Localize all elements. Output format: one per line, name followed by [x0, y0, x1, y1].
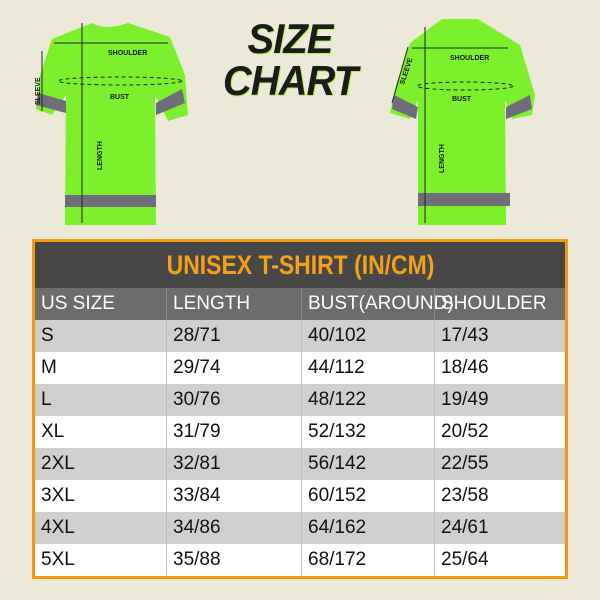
table-row: XL 31/79 52/132 20/52	[35, 416, 565, 448]
size-cell: S	[35, 320, 167, 352]
table-row: M 29/74 44/112 18/46	[35, 352, 565, 384]
length-cell: 29/74	[167, 352, 302, 384]
back-shirt-body	[390, 19, 535, 225]
bust-cell: 64/162	[302, 512, 435, 544]
shoulder-cell: 24/61	[441, 517, 489, 538]
shoulder-cell: 23/58	[441, 485, 489, 506]
header-shoulder: SHOULDER	[441, 293, 547, 314]
bust-cell: 68/172	[302, 544, 435, 576]
front-shoulder-label: SHOULDER	[108, 50, 147, 57]
front-bust-label: BUST	[110, 94, 130, 101]
size-cell: 2XL	[35, 448, 167, 480]
length-cell: 31/79	[167, 416, 302, 448]
length-cell: 30/76	[167, 384, 302, 416]
shoulder-cell: 20/52	[441, 421, 489, 442]
table-title: UNISEX T-SHIRT (IN/CM)	[166, 249, 434, 280]
bust-cell: 44/112	[302, 352, 435, 384]
front-sleeve-band-right	[156, 89, 185, 115]
back-shirt-diagram: SHOULDER BUST SLEEVE LENGTH	[390, 19, 535, 225]
back-length-label: LENGTH	[439, 144, 446, 173]
front-shirt-diagram: SHOULDER BUST SLEEVE LENGTH	[35, 23, 188, 225]
length-cell: 35/88	[167, 544, 302, 576]
title-line-1: SIZE	[247, 15, 334, 62]
bust-cell: 52/132	[302, 416, 435, 448]
back-bust-label: BUST	[452, 96, 472, 103]
table-row: L 30/76 48/122 19/49	[35, 384, 565, 416]
table-row: S 28/71 40/102 17/43	[35, 320, 565, 352]
table-row: 5XL 35/88 68/172 25/64	[35, 544, 565, 576]
header-bust: BUST(AROUND)	[302, 288, 454, 320]
length-cell: 34/86	[167, 512, 302, 544]
shoulder-cell: 19/49	[441, 389, 489, 410]
shoulder-cell: 22/55	[441, 453, 489, 474]
length-cell: 28/71	[167, 320, 302, 352]
size-cell: L	[35, 384, 167, 416]
title-line-2: CHART	[222, 57, 358, 104]
table-row: 4XL 34/86 64/162 24/61	[35, 512, 565, 544]
length-cell: 33/84	[167, 480, 302, 512]
front-shirt-body	[36, 23, 188, 225]
bust-cell: 48/122	[302, 384, 435, 416]
size-cell: 5XL	[35, 544, 167, 576]
size-cell: 3XL	[35, 480, 167, 512]
bust-cell: 60/152	[302, 480, 435, 512]
table-header-row: US SIZE LENGTH BUST(AROUND) SHOULDER	[35, 288, 565, 320]
front-sleeve-band-left	[36, 93, 66, 113]
front-sleeve-label: SLEEVE	[35, 77, 42, 105]
length-cell: 32/81	[167, 448, 302, 480]
size-cell: M	[35, 352, 167, 384]
table-row: 3XL 33/84 60/152 23/58	[35, 480, 565, 512]
bust-cell: 40/102	[302, 320, 435, 352]
back-sleeve-band-right	[506, 95, 532, 119]
size-table: UNISEX T-SHIRT (IN/CM) US SIZE LENGTH BU…	[32, 239, 568, 579]
header-us-size: US SIZE	[35, 288, 167, 320]
back-shoulder-label: SHOULDER	[450, 55, 489, 62]
size-cell: XL	[35, 416, 167, 448]
back-hem-band	[418, 193, 510, 206]
front-length-label: LENGTH	[97, 141, 104, 170]
shoulder-cell: 17/43	[441, 325, 489, 346]
back-sleeve-band-left	[392, 95, 418, 119]
size-cell: 4XL	[35, 512, 167, 544]
size-chart-title: SIZE CHART	[205, 18, 376, 102]
front-hem-band	[65, 195, 156, 207]
bust-cell: 56/142	[302, 448, 435, 480]
table-row: 2XL 32/81 56/142 22/55	[35, 448, 565, 480]
header-length: LENGTH	[167, 288, 302, 320]
table-title-bar: UNISEX T-SHIRT (IN/CM)	[35, 242, 565, 288]
shoulder-cell: 18/46	[441, 357, 489, 378]
shoulder-cell: 25/64	[441, 549, 489, 570]
